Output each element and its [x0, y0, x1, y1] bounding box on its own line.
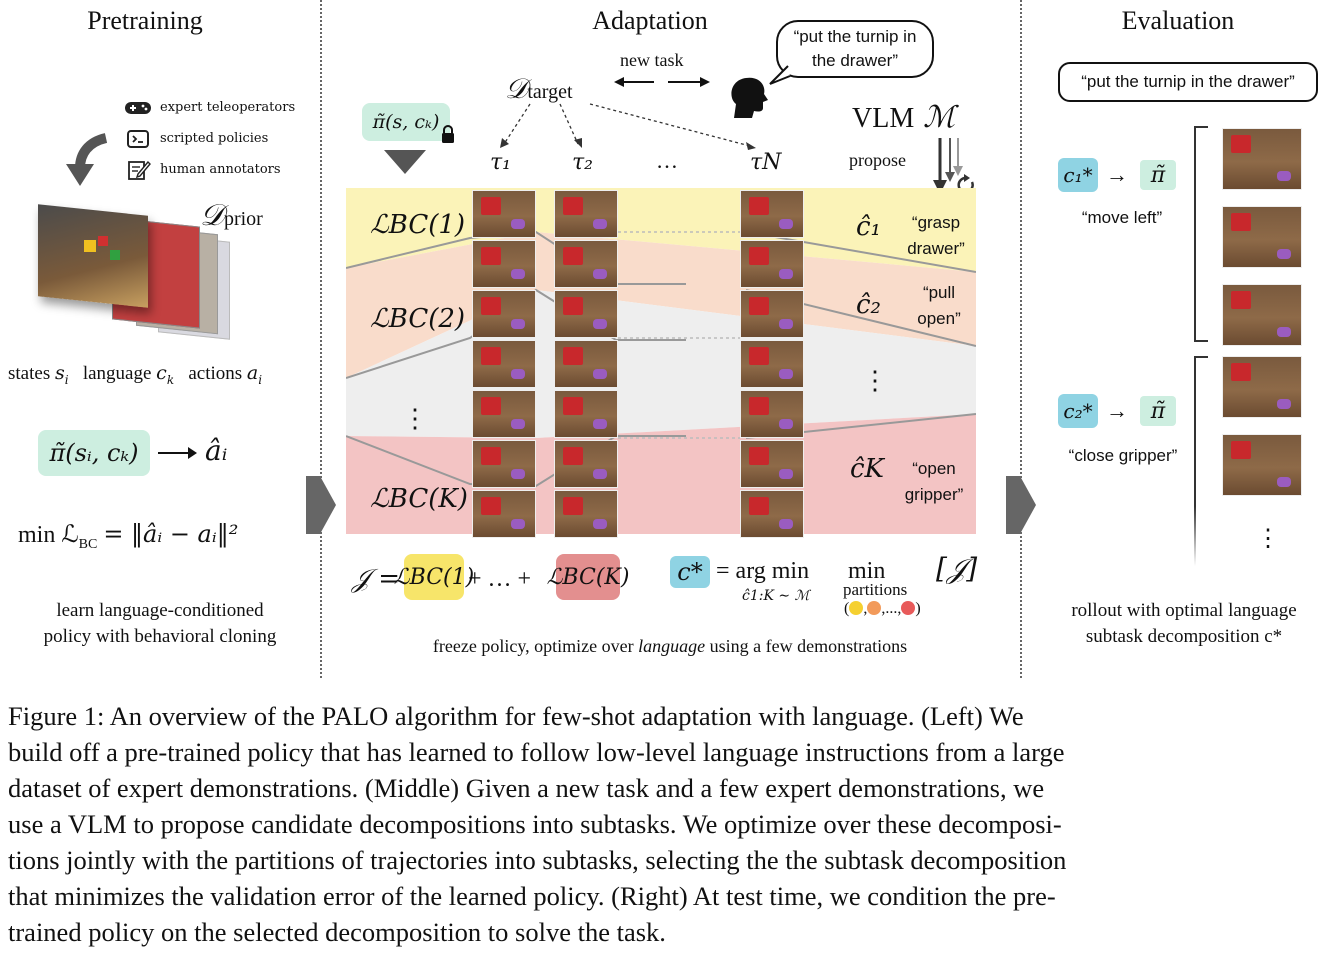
caption-line: that minimizes the validation error of t…: [8, 881, 1056, 911]
evaluation-description: rollout with optimal language subtask de…: [1071, 600, 1297, 647]
subtask-symbol-k: ĉK: [850, 454, 884, 484]
column-divider-left: [320, 0, 322, 678]
figure-caption: Figure 1: An overview of the PALO algori…: [8, 698, 1320, 950]
rollout-bracket-1: [1194, 126, 1208, 342]
terminal-icon: [127, 129, 149, 148]
source-label: scripted policies: [160, 131, 269, 146]
caption-line: Figure 1: An overview of the PALO algori…: [8, 701, 1024, 731]
person-head-icon: [731, 77, 768, 118]
caption-line: use a VLM to propose candidate decomposi…: [8, 809, 1062, 839]
target-dataset-label: 𝒟target: [505, 72, 573, 105]
eval-step-1: c₁* → π̃: [1058, 156, 1228, 196]
eval-step-2-text: “close gripper”: [1068, 446, 1178, 465]
min-text: min: [848, 558, 886, 584]
lock-icon: [442, 125, 454, 143]
band-loss-dots: ⋮: [402, 404, 428, 433]
source-label: expert teleoperators: [160, 100, 296, 115]
task-instruction-bubble: “put the turnip in the drawer”: [776, 20, 934, 78]
source-item: expert teleoperators: [124, 92, 314, 123]
bubble-tail-icon: [769, 65, 791, 85]
objective-loss-1: ℒBC(1): [394, 554, 474, 600]
policy-output: âᵢ: [205, 434, 228, 467]
optimal-c: c*: [670, 556, 710, 588]
eval-arrow-1: →: [1106, 162, 1128, 187]
gamepad-icon: [125, 101, 151, 114]
flow-arrow-icon: [1006, 476, 1036, 534]
flow-arrow-icon: [306, 476, 336, 534]
trajectory-arrows: [500, 103, 756, 150]
figure: Pretraining Adaptation Evaluation expert…: [8, 0, 1318, 678]
objective-j: 𝒥 =: [352, 564, 400, 594]
source-item: scripted policies: [124, 123, 314, 154]
eval-step-2: c₂* → π̃: [1058, 392, 1228, 432]
subtask-dots: ⋮: [862, 366, 888, 395]
adaptation-title: Adaptation: [592, 6, 708, 35]
subtask-symbol-2: ĉ₂: [856, 290, 881, 320]
source-label: human annotators: [160, 162, 281, 177]
annotate-icon: [128, 160, 151, 180]
argmin-subscript: ĉ1:K ∼ ℳ: [742, 588, 810, 604]
arrow-head-icon: [188, 447, 197, 459]
eval-step-1-text: “move left”: [1081, 208, 1163, 227]
data-tuple-label: states si language ck actions ai: [8, 362, 263, 387]
rollout-bracket-fade: [1194, 506, 1196, 566]
eval-policy-2: π̃: [1140, 396, 1176, 426]
eval-c1: c₁*: [1058, 158, 1098, 192]
rollout-ellipsis: ⋮: [1256, 526, 1280, 552]
frozen-policy: π̃(s, cₖ): [362, 103, 450, 141]
eval-instruction-box: “put the turnip in the drawer”: [1058, 62, 1318, 102]
caption-line: trained policy on the selected decomposi…: [8, 917, 666, 947]
curved-arrow-icon: [66, 133, 108, 186]
double-arrow-icon: [614, 77, 710, 87]
caption-line: dataset of expert demonstrations. (Middl…: [8, 773, 1045, 803]
trajectory-frames-n: [738, 188, 804, 538]
source-list: expert teleoperators scripted policies h…: [124, 92, 314, 185]
new-task-label: new task: [620, 50, 684, 70]
source-item: human annotators: [124, 154, 314, 185]
band-loss-2: ℒBC(2): [370, 304, 466, 334]
argmin-text: = arg min: [716, 558, 810, 584]
objective-plus-dots: + … +: [468, 566, 532, 592]
subtask-symbol-1: ĉ₁: [856, 212, 881, 242]
bc-loss-expression: min ℒBC = ‖âᵢ − aᵢ‖²: [18, 520, 239, 552]
arrow-right-icon: [158, 452, 192, 454]
trajectory-label: …: [656, 148, 678, 173]
trajectory-label: τ₂: [572, 150, 593, 175]
band-loss-k: ℒBC(K): [370, 484, 468, 514]
rollout-frames: [1222, 128, 1306, 548]
down-arrow-icon: [384, 150, 426, 174]
subtask-text-k: “open gripper”: [904, 459, 964, 504]
pretraining-title: Pretraining: [87, 6, 203, 35]
subtask-text-1: “grasp drawer”: [907, 213, 965, 258]
trajectory-label: τN: [750, 150, 782, 175]
propose-label: propose: [849, 150, 906, 170]
prior-dataset-stack: [38, 204, 238, 340]
prior-dataset-label: 𝒟prior: [200, 198, 263, 233]
objective-loss-k: ℒBC(K): [547, 554, 629, 600]
band-loss-1: ℒBC(1): [370, 210, 466, 240]
column-divider-right: [1020, 0, 1022, 678]
eval-policy-1: π̃: [1140, 160, 1176, 190]
trajectory-frames-2: [552, 188, 618, 538]
eval-c2: c₂*: [1058, 394, 1098, 428]
vlm-label: VLM ℳ: [852, 100, 956, 135]
adaptation-description: freeze policy, optimize over language us…: [432, 636, 908, 656]
partition-dots: (,,...,): [844, 600, 921, 617]
propose-arrows-icon: [933, 138, 974, 194]
trajectory-frames-1: [470, 188, 536, 538]
subtask-text-2: “pull open”: [917, 283, 961, 328]
rollout-bracket-2: [1194, 356, 1208, 508]
policy-expression: π̃(sᵢ, cₖ): [38, 430, 150, 476]
evaluation-title: Evaluation: [1121, 6, 1235, 35]
objective-bracket: [𝒥]: [936, 552, 978, 585]
pretraining-description: learn language-conditioned policy with b…: [43, 600, 277, 647]
caption-line: build off a pre-trained policy that has …: [8, 737, 1065, 767]
eval-arrow-2: →: [1106, 398, 1128, 423]
trajectory-label: τ₁: [490, 150, 511, 175]
caption-line: tions jointly with the partitions of tra…: [8, 845, 1067, 875]
partitions-label: partitions: [843, 580, 908, 599]
